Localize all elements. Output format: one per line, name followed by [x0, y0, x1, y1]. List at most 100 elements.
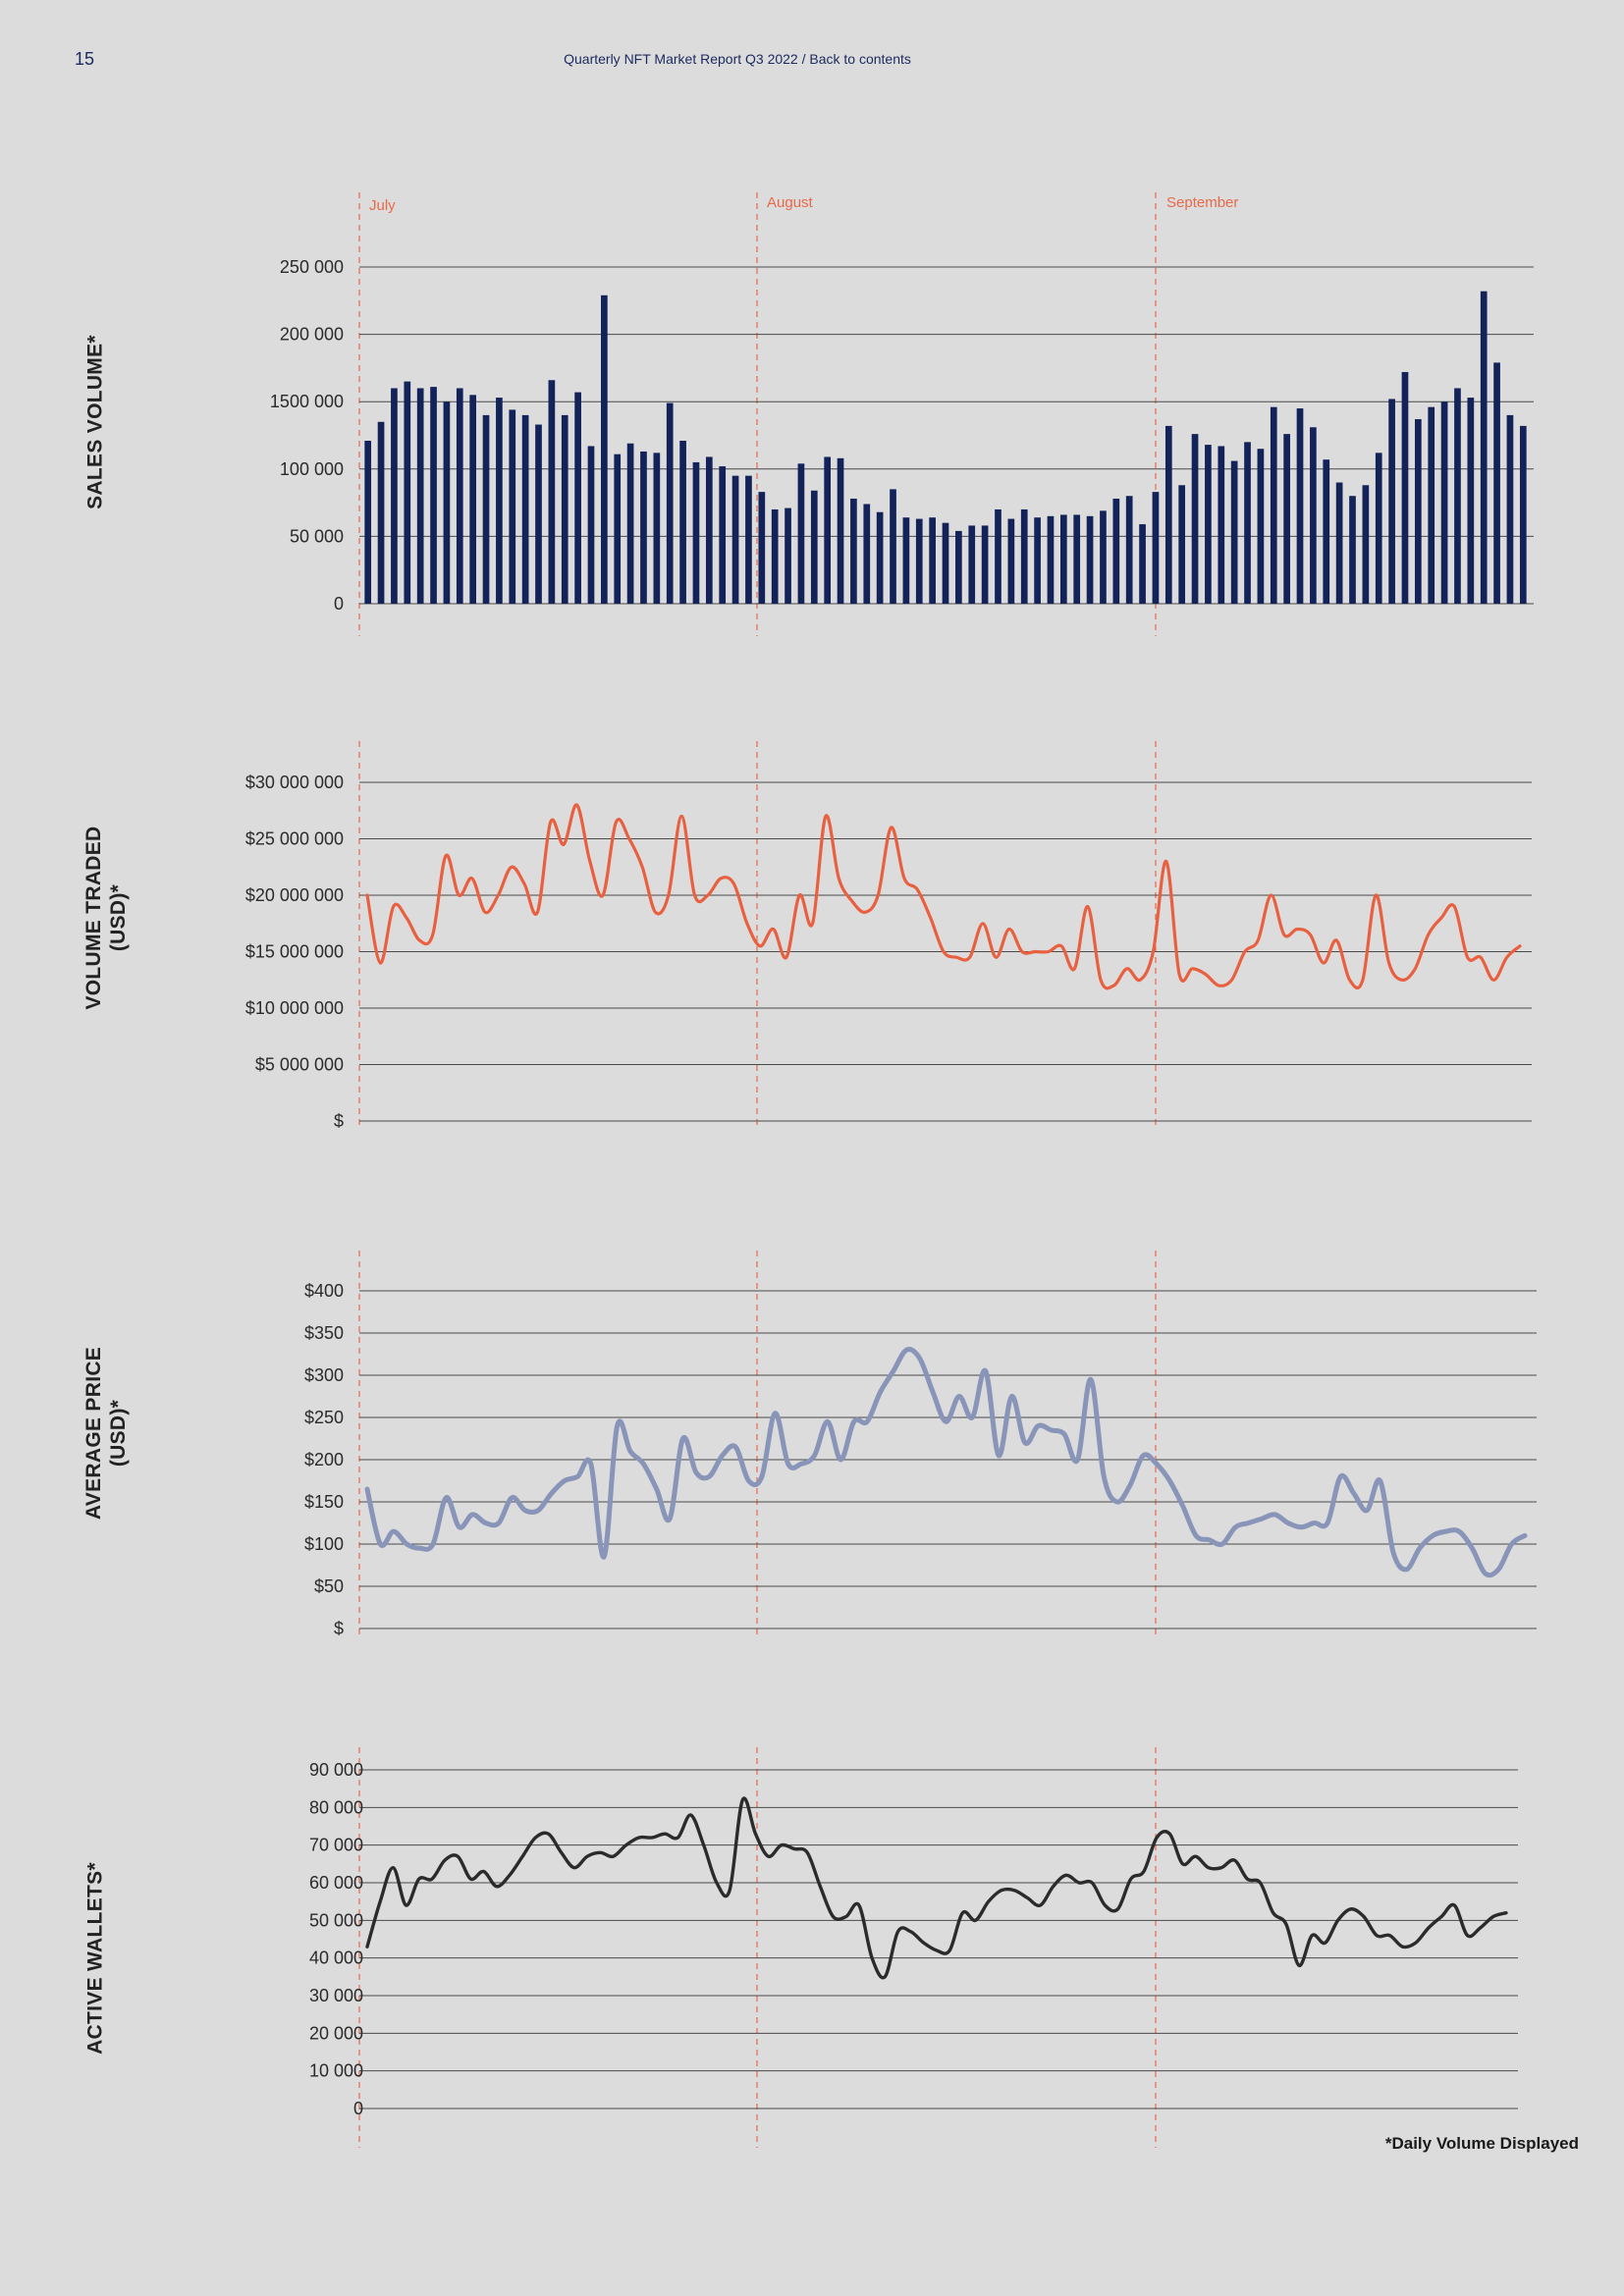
- bar: [587, 446, 595, 604]
- bar: [719, 466, 727, 604]
- bar: [1100, 510, 1107, 604]
- bar: [456, 388, 463, 604]
- back-to-contents-link[interactable]: Quarterly NFT Market Report Q3 2022 / Ba…: [564, 51, 911, 67]
- bar: [863, 504, 871, 604]
- bar: [1178, 485, 1186, 604]
- bar: [1506, 414, 1514, 604]
- bar: [955, 530, 962, 604]
- bar: [404, 381, 411, 604]
- bar: [666, 402, 674, 604]
- bar: [1454, 388, 1461, 604]
- bar: [614, 454, 622, 604]
- y-tick-label: $200: [304, 1450, 344, 1469]
- y-tick-label: $100: [304, 1534, 344, 1554]
- bar: [391, 388, 398, 604]
- bar: [364, 440, 372, 604]
- bar: [1480, 291, 1488, 604]
- bar: [705, 456, 713, 604]
- bar: [1401, 372, 1409, 604]
- month-label-august: August: [767, 194, 814, 211]
- bar: [1164, 425, 1172, 604]
- y-tick-label: $350: [304, 1323, 344, 1343]
- bar: [915, 518, 923, 604]
- y-tick-label: 50 000: [290, 526, 344, 546]
- y-tick-label: 20 000: [309, 2023, 363, 2043]
- bar: [1125, 496, 1133, 604]
- bar: [1047, 515, 1055, 604]
- bar: [626, 443, 634, 604]
- y-tick-label: 90 000: [309, 1760, 363, 1780]
- bar: [929, 517, 936, 604]
- month-label-july: July: [369, 197, 396, 214]
- bar: [1296, 408, 1304, 604]
- y-tick-label: $30 000 000: [245, 773, 344, 792]
- bar: [942, 522, 949, 604]
- series-line: [365, 1796, 1508, 1980]
- bar: [1205, 445, 1212, 604]
- bar: [1415, 419, 1422, 604]
- bar: [1440, 401, 1448, 604]
- series-line: [365, 803, 1522, 990]
- bar: [574, 392, 581, 604]
- bar: [995, 508, 1001, 604]
- bar: [1007, 518, 1015, 604]
- bar: [981, 525, 989, 604]
- bar: [1086, 515, 1094, 604]
- y-tick-label: $: [334, 1111, 344, 1131]
- bar: [653, 453, 661, 604]
- bar: [1335, 482, 1343, 604]
- bar: [902, 517, 910, 604]
- bar: [1388, 399, 1395, 604]
- bar: [1139, 524, 1146, 604]
- y-tick-label: $15 000 000: [245, 942, 344, 962]
- bar: [1283, 434, 1290, 604]
- bar: [1493, 362, 1500, 604]
- bar: [692, 461, 700, 604]
- bar: [876, 511, 884, 604]
- bar: [1244, 442, 1251, 604]
- y-tick-label: 200 000: [280, 325, 344, 345]
- bar: [496, 398, 503, 604]
- bar: [601, 294, 608, 604]
- y-tick-label: 0: [334, 594, 344, 614]
- bar: [640, 451, 647, 604]
- y-tick-label: 250 000: [280, 257, 344, 277]
- bar: [1428, 406, 1435, 604]
- bar: [1467, 398, 1475, 604]
- bar: [1257, 449, 1265, 604]
- bar: [1073, 514, 1081, 604]
- y-tick-label: 0: [353, 2099, 363, 2118]
- bar: [1112, 498, 1120, 604]
- y-tick-label: $300: [304, 1365, 344, 1385]
- bar: [548, 380, 556, 604]
- bar: [837, 457, 844, 604]
- bar: [469, 395, 476, 604]
- bar: [1230, 460, 1238, 604]
- bar: [771, 508, 779, 604]
- bar: [1059, 514, 1067, 604]
- bar: [785, 507, 791, 604]
- y-tick-label: 1500 000: [270, 392, 344, 411]
- y-tick-label: $: [334, 1619, 344, 1638]
- bar: [1218, 446, 1225, 604]
- y-tick-label: 10 000: [309, 2061, 363, 2081]
- bar: [482, 414, 490, 604]
- y-tick-label: $10 000 000: [245, 998, 344, 1018]
- bar: [731, 475, 739, 604]
- y-tick-label: $150: [304, 1492, 344, 1512]
- bar: [824, 456, 832, 604]
- y-tick-label: $25 000 000: [245, 829, 344, 849]
- bar: [1310, 427, 1317, 604]
- bar: [968, 525, 976, 604]
- bar: [1020, 508, 1028, 604]
- month-label-september: September: [1166, 194, 1238, 211]
- y-tick-label: 100 000: [280, 459, 344, 479]
- bar: [890, 489, 896, 604]
- bar: [521, 414, 529, 604]
- bar: [535, 424, 542, 604]
- bar: [797, 463, 805, 604]
- bar: [758, 492, 766, 604]
- y-tick-label: $20 000 000: [245, 885, 344, 905]
- y-tick-label: 50 000: [309, 1910, 363, 1930]
